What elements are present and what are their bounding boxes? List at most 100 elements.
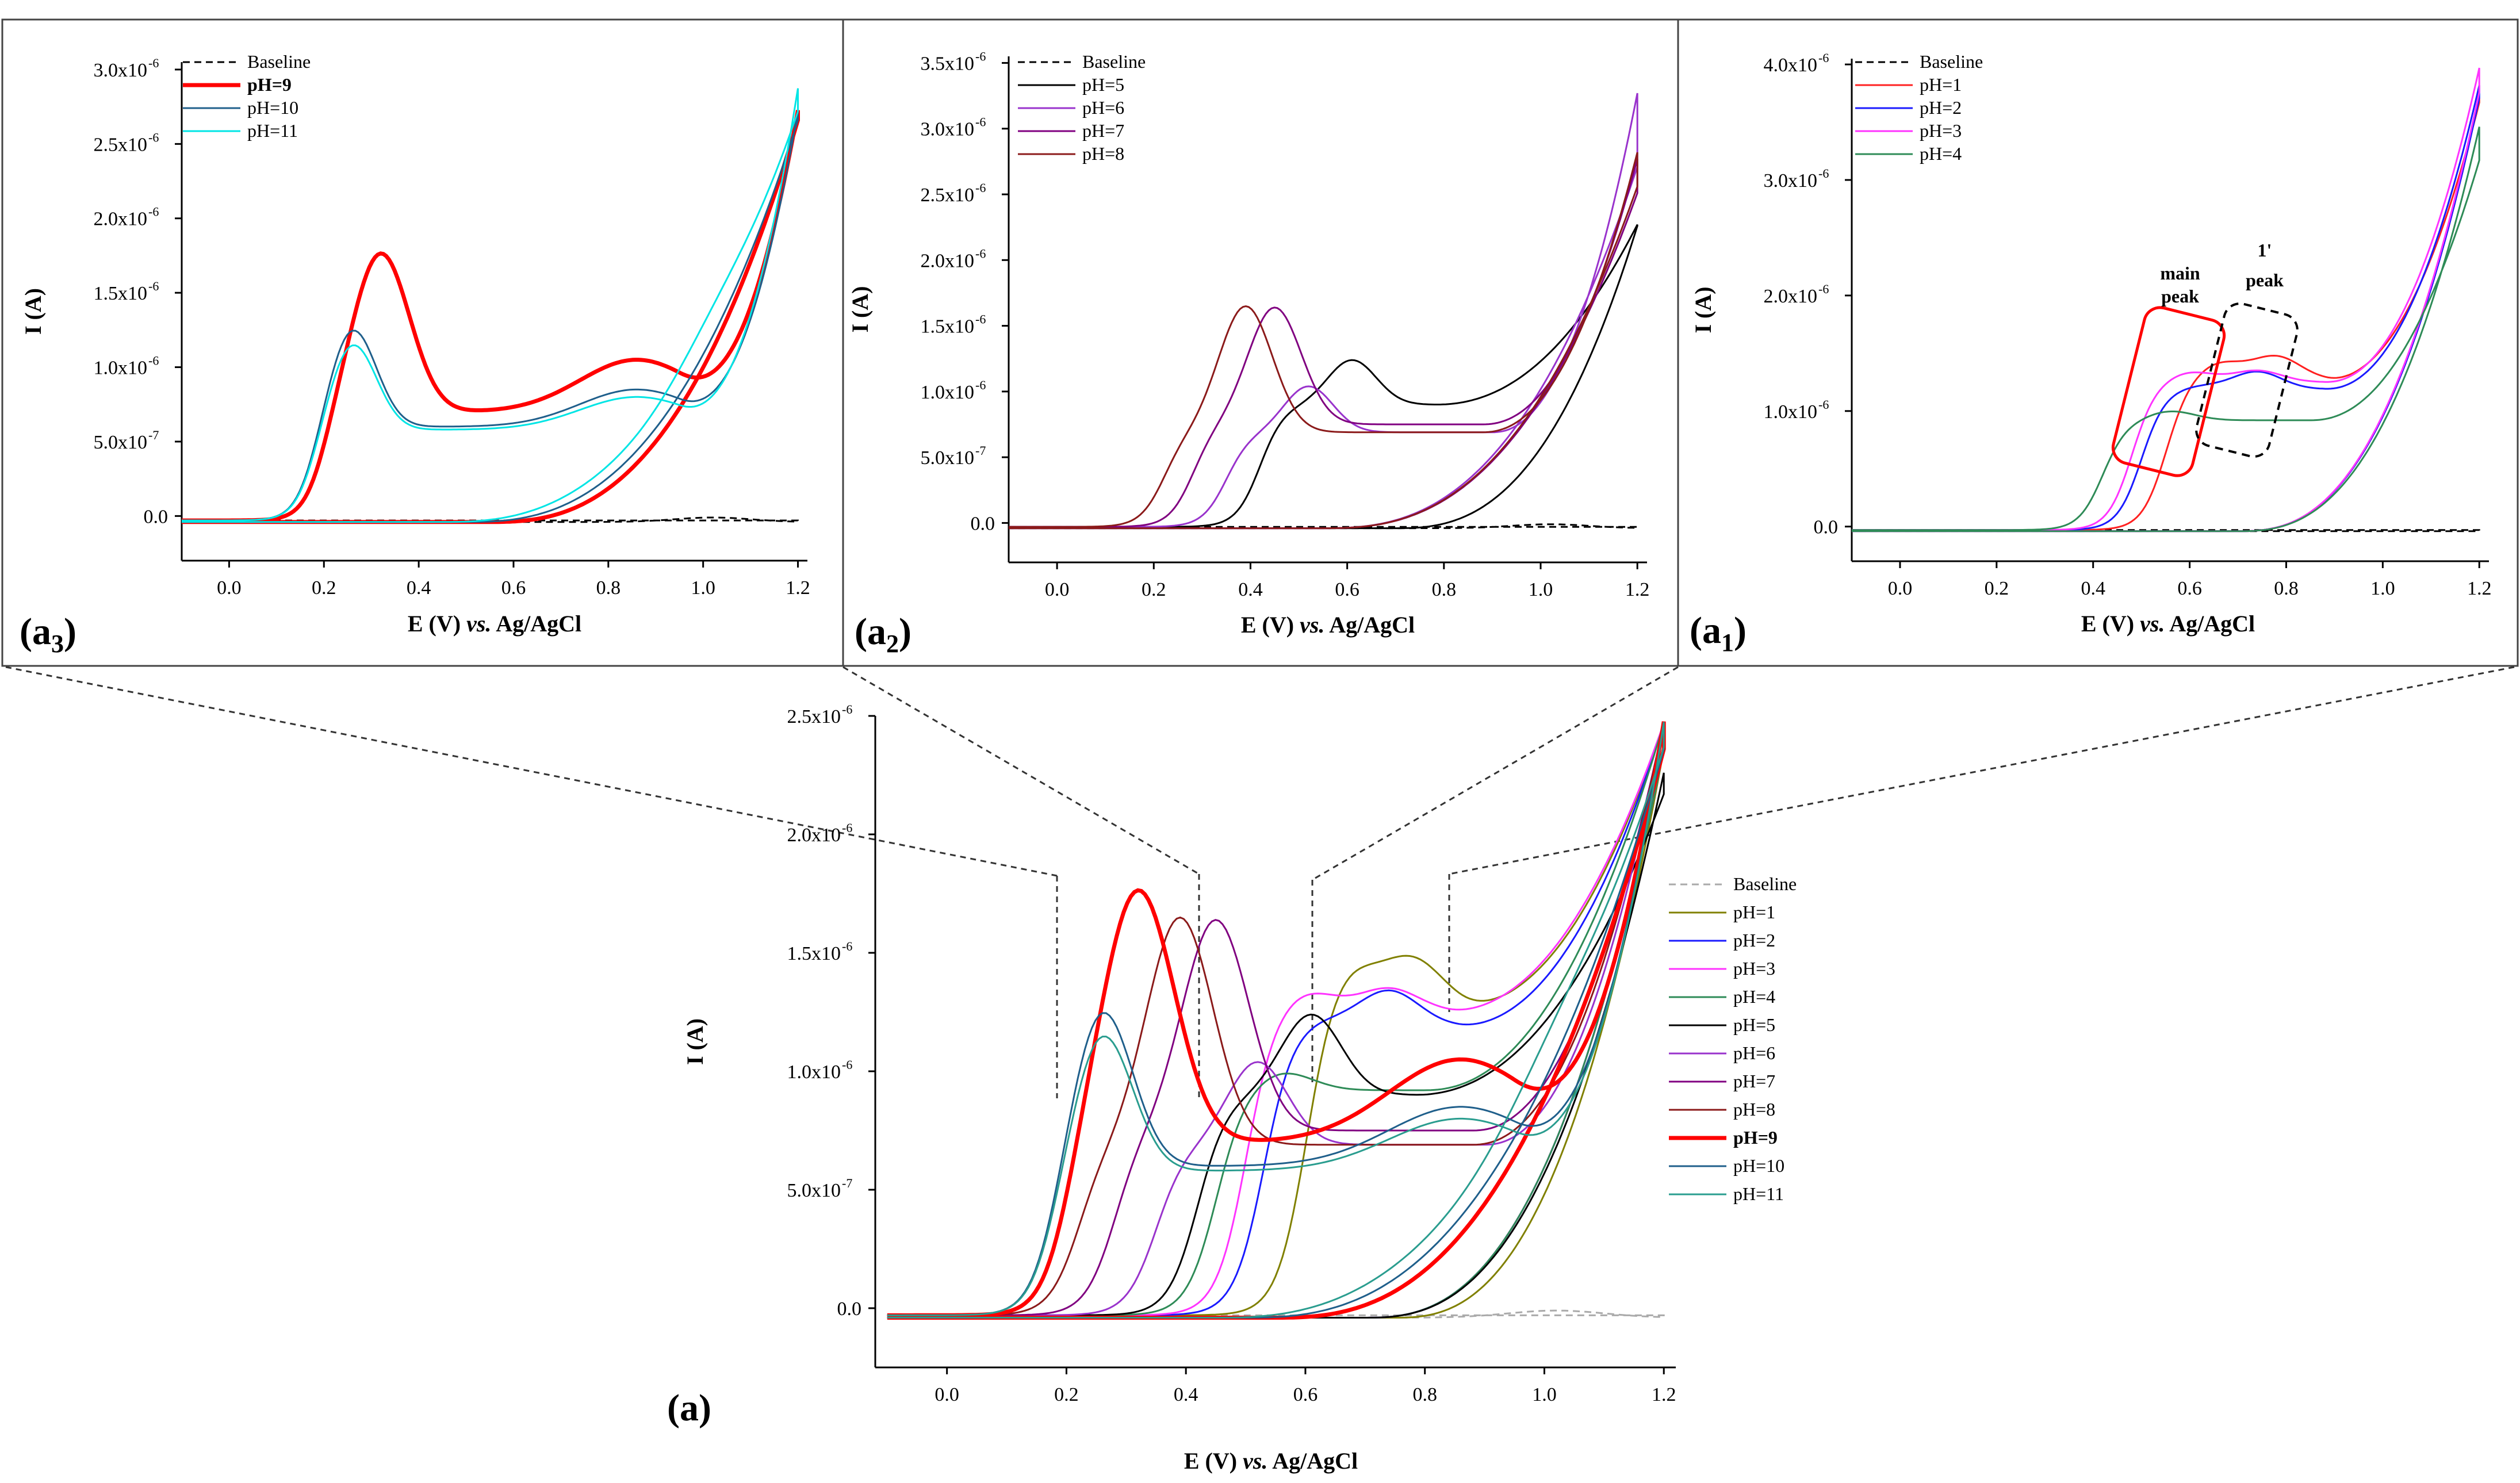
y-tick-label: 2.5x10 <box>787 706 841 727</box>
x-tick-label: 1.0 <box>1529 579 1553 600</box>
panel-label-main: (a <box>855 611 886 653</box>
y-axis-label: I (A) <box>682 1018 708 1065</box>
y-tick-label: 2.0x10 <box>94 209 148 230</box>
y-tick-label: 2.0x10 <box>787 825 841 846</box>
y-tick-exponent: -6 <box>975 246 986 260</box>
x-axis-label-vs: vs. <box>2140 611 2165 637</box>
y-tick-label: 1.5x10 <box>787 943 841 964</box>
series-line-ph1 <box>887 722 1665 1319</box>
x-tick-label: 0.2 <box>312 577 336 599</box>
panel-label-main: (a <box>20 611 51 653</box>
x-tick-label: 0.8 <box>1412 1384 1437 1405</box>
legend-entry: Baseline <box>1733 873 1797 894</box>
first-peak-label-line1: 1' <box>2258 240 2272 260</box>
x-tick-label: 0.6 <box>2177 578 2202 599</box>
y-tick-exponent: -6 <box>148 130 159 144</box>
panel-label-sub: 3 <box>51 630 64 658</box>
panel-label-main: (a) <box>667 1387 711 1429</box>
x-axis-label-main: E (V) <box>1241 612 1300 638</box>
main-peak-label-line2: peak <box>2161 286 2199 306</box>
x-axis-label: E (V) vs. Ag/AgCl <box>1184 1448 1358 1474</box>
legend-entry: pH=8 <box>1082 143 1124 164</box>
y-tick-exponent: -6 <box>842 939 852 953</box>
series-line-ph2 <box>887 722 1665 1319</box>
y-tick-exponent: -7 <box>975 443 986 458</box>
series-line-ph7 <box>887 723 1665 1319</box>
y-tick-exponent: -6 <box>975 378 986 392</box>
x-tick-label: 1.0 <box>1532 1384 1557 1405</box>
x-axis-label-vs: vs. <box>1243 1448 1267 1474</box>
y-tick-label: 4.0x10 <box>1764 55 1818 76</box>
x-tick-label: 1.2 <box>2467 578 2492 599</box>
panel-a3: 0.0 0.2 0.4 0.6 0.8 1.0 1.20.05.0x10 -71.0x10 -6… <box>20 51 810 658</box>
plot-area <box>887 721 1666 1320</box>
legend-entry: pH=7 <box>1082 120 1124 141</box>
y-tick-label: 0.0 <box>1814 517 1839 538</box>
y-tick-label: 1.5x10 <box>94 283 148 304</box>
panel-label: (a1) <box>1690 610 1747 657</box>
y-tick-label: 1.0x10 <box>94 358 148 379</box>
legend-entry: pH=10 <box>1733 1155 1784 1176</box>
y-tick-exponent: -6 <box>148 56 159 70</box>
x-axis-label-main: E (V) <box>2081 611 2140 637</box>
y-tick-exponent: -6 <box>148 279 159 293</box>
x-tick-label: 0.2 <box>1054 1384 1079 1405</box>
x-axis-label-tail: Ag/AgCl <box>2165 611 2255 637</box>
series-line-ph3 <box>887 722 1665 1319</box>
series-line-ph11 <box>887 722 1665 1319</box>
x-tick-label: 0.0 <box>1045 579 1070 600</box>
legend-entry: pH=1 <box>1733 902 1775 922</box>
y-axis-label: I (A) <box>20 288 46 335</box>
x-axis-label-main: E (V) <box>1184 1448 1243 1474</box>
x-tick-label: 0.4 <box>1174 1384 1198 1405</box>
legend-entry: pH=2 <box>1733 930 1775 951</box>
y-tick-label: 5.0x10 <box>94 432 148 453</box>
y-tick-exponent: -6 <box>975 115 986 129</box>
y-tick-label: 2.5x10 <box>921 185 975 206</box>
series-line-ph5 <box>1009 224 1638 530</box>
panel-label-sub: 1 <box>1721 629 1734 657</box>
plot-area <box>1852 67 2480 532</box>
y-tick-exponent: -6 <box>842 1057 852 1072</box>
y-tick-label: 1.0x10 <box>787 1062 841 1083</box>
legend-entry: Baseline <box>247 51 311 72</box>
legend-entry: Baseline <box>1082 51 1146 72</box>
series-line-ph4 <box>1852 127 2480 532</box>
x-axis-label-vs: vs. <box>1300 612 1324 638</box>
panel-label-sub: 2 <box>886 630 899 658</box>
x-axis-label-vs: vs. <box>466 611 491 637</box>
x-tick-label: 0.2 <box>1142 579 1166 600</box>
x-axis-label-tail: Ag/AgCl <box>1324 612 1415 638</box>
series-line-ph4 <box>887 722 1665 1319</box>
y-tick-label: 1.0x10 <box>921 382 975 403</box>
x-tick-label: 0.8 <box>2274 578 2299 599</box>
y-tick-exponent: -6 <box>975 49 986 63</box>
y-tick-exponent: -6 <box>148 354 159 368</box>
y-tick-label: 0.0 <box>971 513 995 534</box>
x-tick-label: 0.8 <box>596 577 621 599</box>
y-axis-label: I (A) <box>847 286 873 332</box>
x-tick-label: 0.6 <box>1293 1384 1318 1405</box>
main-peak-label-line1: main <box>2160 263 2200 283</box>
y-tick-label: 1.5x10 <box>921 316 975 338</box>
legend-entry: pH=5 <box>1082 74 1124 95</box>
legend-entry: pH=9 <box>1733 1127 1778 1148</box>
series-line-ph8 <box>1009 152 1638 530</box>
x-axis-label: E (V) vs. Ag/AgCl <box>408 611 581 637</box>
panel-frame-a1 <box>1677 18 2519 667</box>
zoom-guides <box>5 666 2515 1098</box>
x-axis-label: E (V) vs. Ag/AgCl <box>2081 611 2255 637</box>
legend-entry: pH=4 <box>1920 143 1962 164</box>
x-tick-label: 0.8 <box>1432 579 1457 600</box>
x-axis-label: E (V) vs. Ag/AgCl <box>1241 612 1415 638</box>
x-axis-label-tail: Ag/AgCl <box>1267 1448 1358 1474</box>
series-line-ph6 <box>887 723 1665 1319</box>
y-tick-exponent: -6 <box>1818 166 1829 181</box>
x-axis-label-main: E (V) <box>408 611 466 637</box>
y-axis-label: I (A) <box>1690 286 1716 333</box>
panel-a-main: 0.0 0.2 0.4 0.6 0.8 1.0 1.20.05.0x10 -71.0x10 -6… <box>667 702 1797 1474</box>
panel-frame-a2 <box>842 18 1679 667</box>
legend-entry: pH=1 <box>1920 74 1962 95</box>
y-tick-exponent: -6 <box>842 821 852 835</box>
